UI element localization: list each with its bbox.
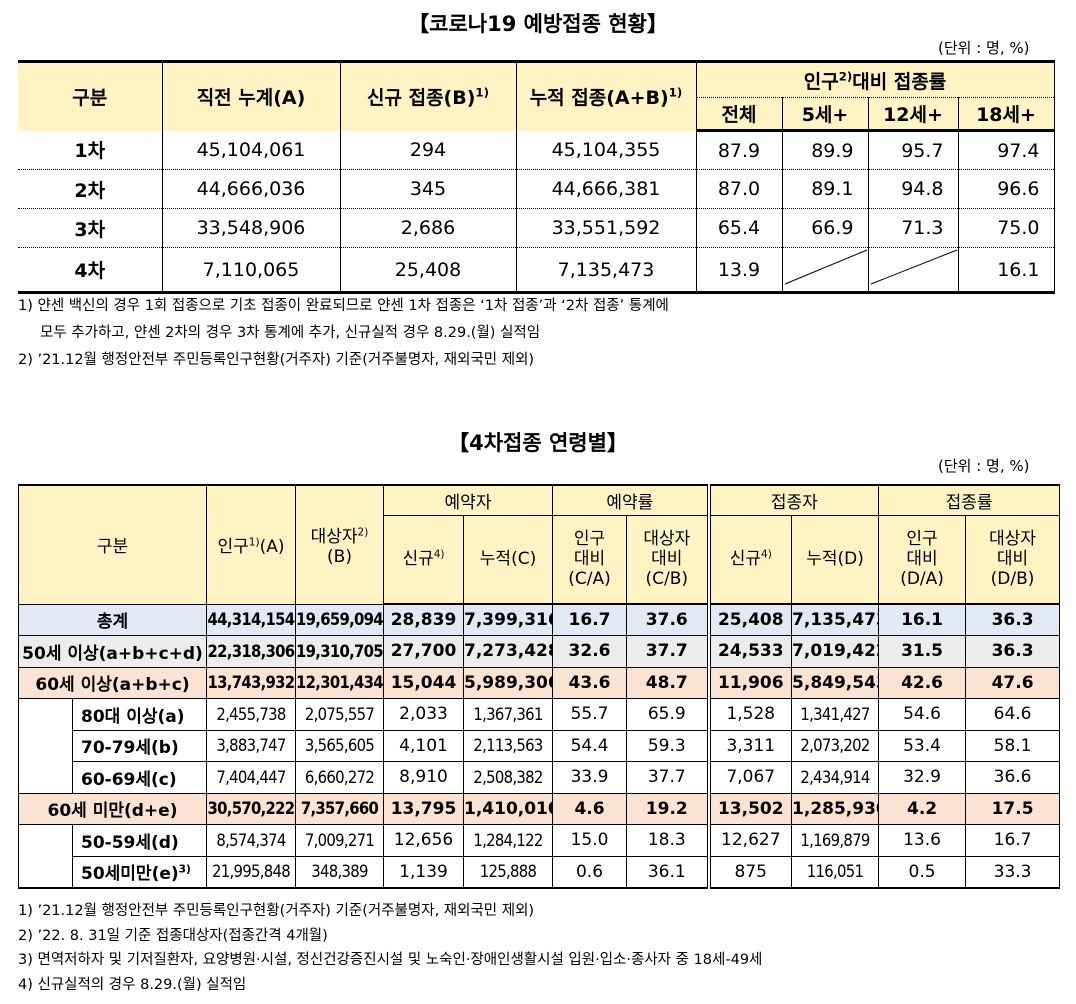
table-row: 4차 7,110,065 25,408 7,135,473 13.9 16.1 <box>18 247 1055 293</box>
header-cumulative: 누적 접종(A+B)1) <box>515 61 697 131</box>
table2-note-4: 4) 신규실적의 경우 8.29.(월) 실적임 <box>18 977 247 993</box>
header-reserve-group: 예약자 <box>382 484 554 516</box>
table-row: 80대 이상(a) 2,455,738 2,075,557 2,033 1,36… <box>18 698 1061 793</box>
header-vacc-rate-group: 접종률 <box>878 484 1061 516</box>
table1-title: 【코로나19 예방접종 현황】 <box>408 12 668 36</box>
na-cell-diagonal <box>867 247 959 293</box>
header-ratio-all: 전체 <box>696 97 783 132</box>
table1-unit: (단위 : 명, %) <box>938 39 1030 57</box>
header-ratio-12: 12세+ <box>867 97 959 132</box>
table-row: 60-69세(c) 7,404,447 6,660,272 8,910 2,50… <box>19 761 1061 794</box>
table-row: 1차 45,104,061 294 45,104,355 87.9 89.9 9… <box>18 130 1055 170</box>
table-row: 총계 44,314,154 19,659,094 28,839 7,399,31… <box>18 603 1061 636</box>
table2-note-2: 2) ’22. 8. 31일 기준 접종대상자(접종간격 4개월) <box>18 928 328 944</box>
table1-note-2: 2) ’21.12월 행정안전부 주민등록인구현황(거주자) 기준(거주불명자,… <box>18 352 535 368</box>
header-pop-ratio-d: 인구 대비 (D/A) <box>878 514 967 605</box>
table1-note-1-cont: 모두 추가하고, 얀센 2차의 경우 3차 통계에 추가, 신규실적 경우 8.… <box>40 325 541 341</box>
header-new: 신규 접종(B)1) <box>339 61 517 131</box>
table-row: 3차 33,548,906 2,686 33,551,592 65.4 66.9… <box>18 208 1055 248</box>
header-vacc-new: 신규4) <box>706 514 793 605</box>
table-row: 50세미만(e)3) 21,995,848 348,389 1,139 125,… <box>19 855 1061 888</box>
table-row: 2차 44,666,036 345 44,666,381 87.0 89.1 9… <box>18 169 1055 209</box>
header-vacc-group: 접종자 <box>706 484 880 516</box>
header-tgt-ratio-d: 대상자 대비 (D/B) <box>965 514 1061 605</box>
table-row: 60세 이상(a+b+c) 13,743,932 12,301,434 15,0… <box>18 666 1061 699</box>
table2-unit: (단위 : 명, %) <box>938 457 1030 475</box>
table-row: 60세 미만(d+e) 30,570,222 7,357,660 13,795 … <box>18 792 1061 825</box>
table2-note-1: 1) ’21.12월 행정안전부 주민등록인구현황(거주자) 기준(거주불명자,… <box>18 903 535 919</box>
header-vacc-cum: 누적(D) <box>791 514 880 605</box>
header-ratio-5: 5세+ <box>781 97 869 132</box>
table2-title: 【4차접종 연령별】 <box>448 431 628 455</box>
header-reserve-new: 신규4) <box>383 514 464 605</box>
table2-note-3: 3) 면역저하자 및 기저질환자, 요양병원·시설, 정신건강증진시설 및 노숙… <box>18 952 763 968</box>
header-ratio-18: 18세+ <box>957 97 1055 132</box>
header-target: 대상자2) (B) <box>295 484 384 605</box>
header-pop-ratio-c: 인구 대비 (C/A) <box>552 514 628 605</box>
na-cell-diagonal <box>781 247 869 293</box>
table-row: 50-59세(d) 8,574,374 7,009,271 12,656 1,2… <box>18 824 1061 888</box>
header-tgt-ratio-c: 대상자 대비 (C/B) <box>626 514 710 605</box>
vaccination-status-table: 구분 직전 누계(A) 신규 접종(B)1) 누적 접종(A+B)1) 인구2)… <box>18 60 1055 294</box>
table1-note-1: 1) 얀센 백신의 경우 1회 접종으로 기초 접종이 완료되므로 얀센 1차 … <box>18 298 669 314</box>
diagonal-line <box>784 249 867 285</box>
header-category: 구분 <box>18 484 207 605</box>
header-population: 인구1)(A) <box>206 484 296 605</box>
header-prev-total: 직전 누계(A) <box>161 61 341 131</box>
table-row: 70-79세(b) 3,883,747 3,565,605 4,101 2,11… <box>19 729 1061 762</box>
header-reserve-rate-group: 예약률 <box>552 484 710 516</box>
header-category: 구분 <box>18 61 163 131</box>
diagonal-line <box>870 249 957 285</box>
table-row: 50세 이상(a+b+c+d) 22,318,306 19,310,705 27… <box>18 635 1061 668</box>
fourth-dose-age-table: 구분 인구1)(A) 대상자2) (B) 예약자 예약률 접종자 접종률 신규4)… <box>18 484 1061 889</box>
header-ratio-group: 인구2)대비 접종률 <box>695 61 1055 98</box>
header-reserve-cum: 누적(C) <box>462 514 554 605</box>
